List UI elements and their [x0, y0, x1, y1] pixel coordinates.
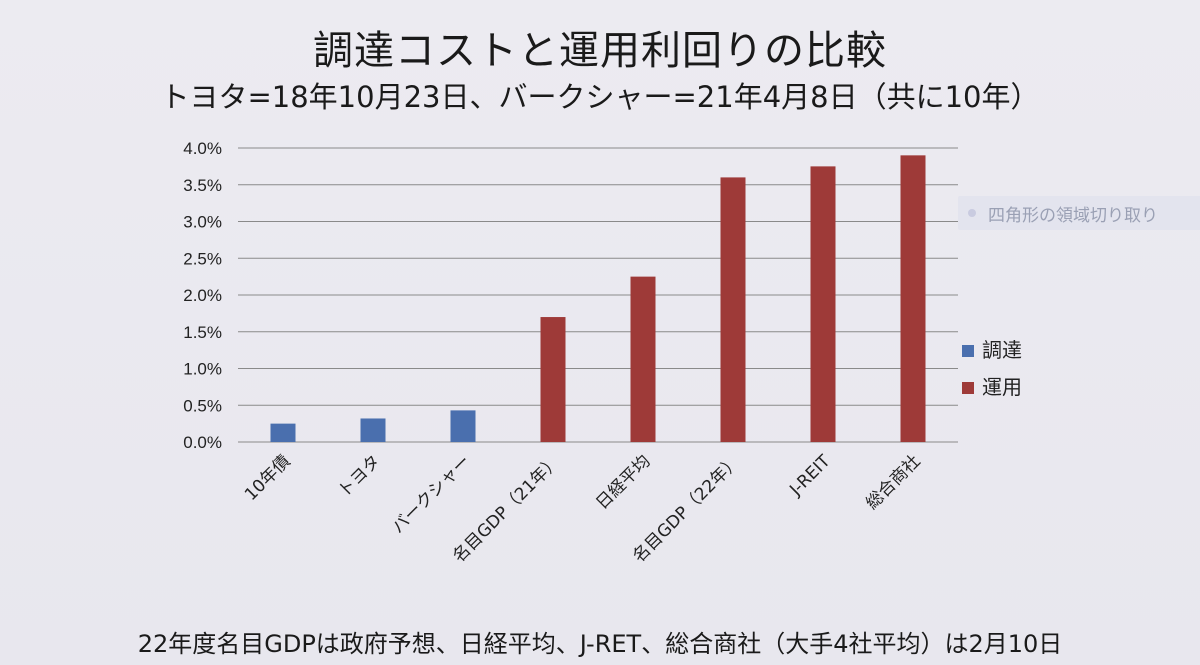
bar-procurement: [360, 418, 386, 442]
tooltip-label: 四角形の領域切り取り: [988, 205, 1158, 226]
category-label: 日経平均: [592, 451, 654, 513]
bars: [270, 155, 926, 442]
bar-investment: [630, 276, 656, 442]
y-tick-label: 4.0%: [183, 139, 222, 158]
y-tick-label: 3.5%: [183, 176, 222, 195]
y-tick-label: 2.0%: [183, 286, 222, 305]
tooltip-dot-icon: [968, 209, 976, 217]
grid-lines: [238, 147, 958, 443]
y-tick-label: 1.5%: [183, 323, 222, 342]
y-tick-label: 0.5%: [183, 396, 222, 415]
snip-tooltip[interactable]: 四角形の領域切り取り: [958, 196, 1200, 230]
y-tick-label: 2.5%: [183, 249, 222, 268]
category-label: バークシャー: [388, 451, 474, 537]
legend-label: 運用: [982, 375, 1022, 399]
category-label: トヨタ: [334, 451, 384, 501]
y-tick-label: 1.0%: [183, 360, 222, 379]
y-tick-label: 0.0%: [183, 433, 222, 452]
category-label: J-REIT: [785, 451, 835, 501]
bar-investment: [900, 155, 926, 442]
legend-label: 調達: [982, 338, 1022, 362]
chart-title: 調達コストと運用利回りの比較: [313, 28, 887, 74]
chart-subtitle: トヨタ=18年10月23日、バークシャー=21年4月8日（共に10年）: [160, 80, 1040, 114]
bar-investment: [720, 177, 746, 442]
category-label: 10年債: [241, 451, 294, 504]
footnote: 22年度名目GDPは政府予想、日経平均、J-RET、総合商社（大手4社平均）は2…: [137, 630, 1063, 658]
bar-procurement: [450, 410, 476, 442]
bar-investment: [540, 317, 566, 442]
y-tick-labels: 0.0% 0.5% 1.0% 1.5% 2.0% 2.5% 3.0% 3.5% 4.0%: [183, 139, 222, 452]
bar-investment: [810, 166, 836, 442]
bar-procurement: [270, 423, 296, 442]
y-tick-label: 3.0%: [183, 213, 222, 232]
legend-swatch: [962, 382, 974, 394]
legend-swatch: [962, 345, 974, 357]
category-label: 総合商社: [862, 451, 924, 513]
